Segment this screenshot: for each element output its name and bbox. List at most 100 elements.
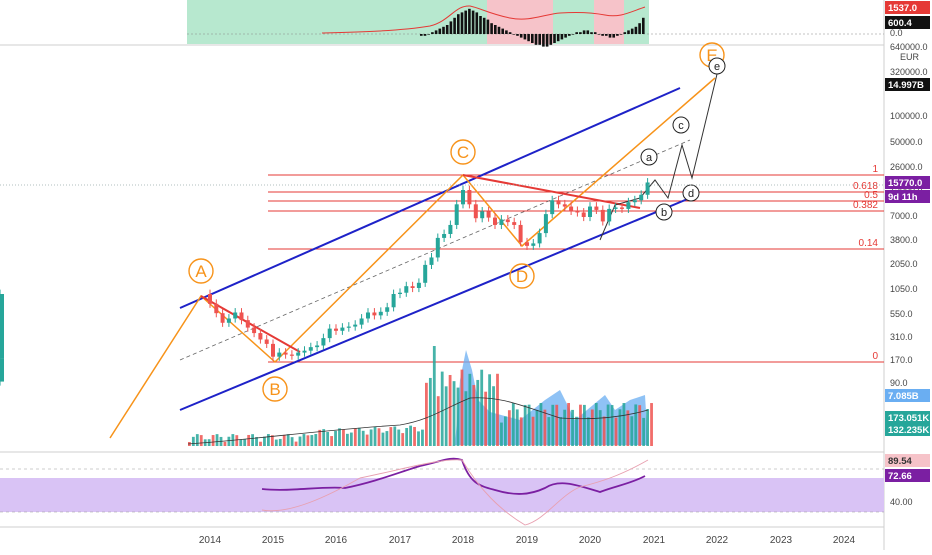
candle-body: [525, 242, 529, 246]
rsi-label-value: 72.66: [888, 471, 912, 482]
time-tick-2016: 2016: [325, 535, 348, 546]
candle-body: [454, 204, 459, 225]
volume-bar: [432, 346, 436, 446]
candle-body: [346, 326, 351, 328]
candle-body: [353, 324, 358, 327]
time-tick-2019: 2019: [516, 535, 539, 546]
trend-line: [462, 174, 641, 209]
wave-label-c: c: [678, 120, 684, 132]
indicator-bar: [442, 26, 445, 34]
indicator-bar: [457, 14, 460, 34]
volume-bar: [428, 377, 432, 446]
volume-bar: [195, 434, 199, 446]
price-tick: 310.0: [890, 332, 913, 342]
indicator-bar: [597, 34, 601, 35]
volume-bars: [187, 346, 653, 446]
candle-body: [359, 318, 364, 325]
volume-bar: [630, 416, 634, 446]
fib-label-0: 0: [872, 351, 878, 362]
target-label-bg: [885, 78, 930, 91]
indicator-bar: [531, 34, 534, 43]
volume-bar: [267, 434, 270, 446]
indicator-bar: [449, 21, 453, 34]
candle-body: [327, 328, 332, 339]
volume-bar: [346, 433, 349, 446]
volume-bar: [646, 409, 649, 446]
wave-label-circle-B: [262, 376, 288, 402]
candle-body: [410, 286, 415, 288]
channel-upper: [179, 87, 681, 309]
volume-bar: [634, 404, 638, 446]
indicator-bar: [638, 23, 641, 34]
candle-body: [315, 345, 320, 348]
indicator-bar: [516, 34, 519, 36]
volume-bar: [318, 429, 322, 446]
wave-label-circle-c: [672, 116, 690, 134]
candle-body: [467, 190, 472, 205]
indicator-bar: [434, 30, 438, 34]
indicator-bar: [608, 34, 612, 38]
indicator-bar: [571, 34, 575, 35]
volume-bar: [326, 432, 330, 446]
price-tick: 2050.0: [890, 259, 918, 269]
channel-midline: [179, 139, 691, 361]
volume-bar: [583, 404, 586, 446]
indicator-bar: [445, 25, 449, 34]
indicator-bar: [545, 34, 549, 47]
candle-body: [435, 237, 440, 258]
rsi-pane: [0, 457, 884, 526]
indicator-label-zero: 0.0: [890, 28, 903, 38]
indicator-bar: [542, 34, 545, 47]
candle-body: [214, 303, 219, 314]
indicator-bar: [627, 30, 630, 34]
volume-bar: [586, 417, 590, 446]
candle-body: [308, 347, 313, 351]
indicator-bar: [494, 25, 497, 34]
candle-body: [226, 318, 231, 323]
volume-bar: [259, 441, 262, 446]
wave-label-C: C: [457, 143, 469, 162]
volume-bar: [571, 409, 574, 446]
current-price-label: 15770.0: [888, 178, 922, 189]
volume-bar: [199, 435, 203, 446]
time-tick-2020: 2020: [579, 535, 602, 546]
indicator-bar: [568, 34, 571, 36]
indicator-bar: [619, 34, 623, 35]
volume-bar: [602, 416, 606, 446]
candle-body: [398, 292, 402, 295]
rsi-label-value-bg: [885, 469, 930, 482]
currency-label: EUR: [900, 52, 920, 62]
volume-bar: [290, 437, 294, 446]
price-tick: 170.0: [890, 355, 913, 365]
volume-bar: [567, 403, 570, 446]
candle-body: [645, 182, 650, 195]
wave-label-B: B: [269, 380, 280, 399]
fib-label-0.14: 0.14: [859, 238, 879, 249]
volume-label-ma: 173.051K: [888, 413, 929, 424]
candle-body: [0, 358, 4, 382]
candle-body: [0, 294, 4, 359]
wave-label-circle-C: [450, 139, 476, 165]
indicator-bar: [593, 32, 597, 34]
volume-bar: [211, 435, 215, 446]
volume-bar: [504, 416, 507, 446]
volume-bar: [401, 433, 405, 446]
time-tick-2017: 2017: [389, 535, 412, 546]
volume-bar: [270, 435, 274, 446]
rsi-signal-line: [261, 459, 649, 526]
candle-body: [416, 282, 421, 288]
time-tick-2015: 2015: [262, 535, 285, 546]
volume-bar: [444, 386, 448, 446]
volume-bar: [650, 403, 653, 446]
wave-label-a: a: [646, 152, 653, 164]
volume-bar: [492, 386, 495, 446]
candle-body: [537, 233, 542, 244]
candle-body: [239, 312, 244, 321]
volume-bar: [425, 382, 428, 446]
candle-body: [391, 294, 396, 308]
volume-bar: [476, 379, 480, 446]
price-tick: 320000.0: [890, 67, 928, 77]
indicator-bar: [460, 12, 464, 34]
